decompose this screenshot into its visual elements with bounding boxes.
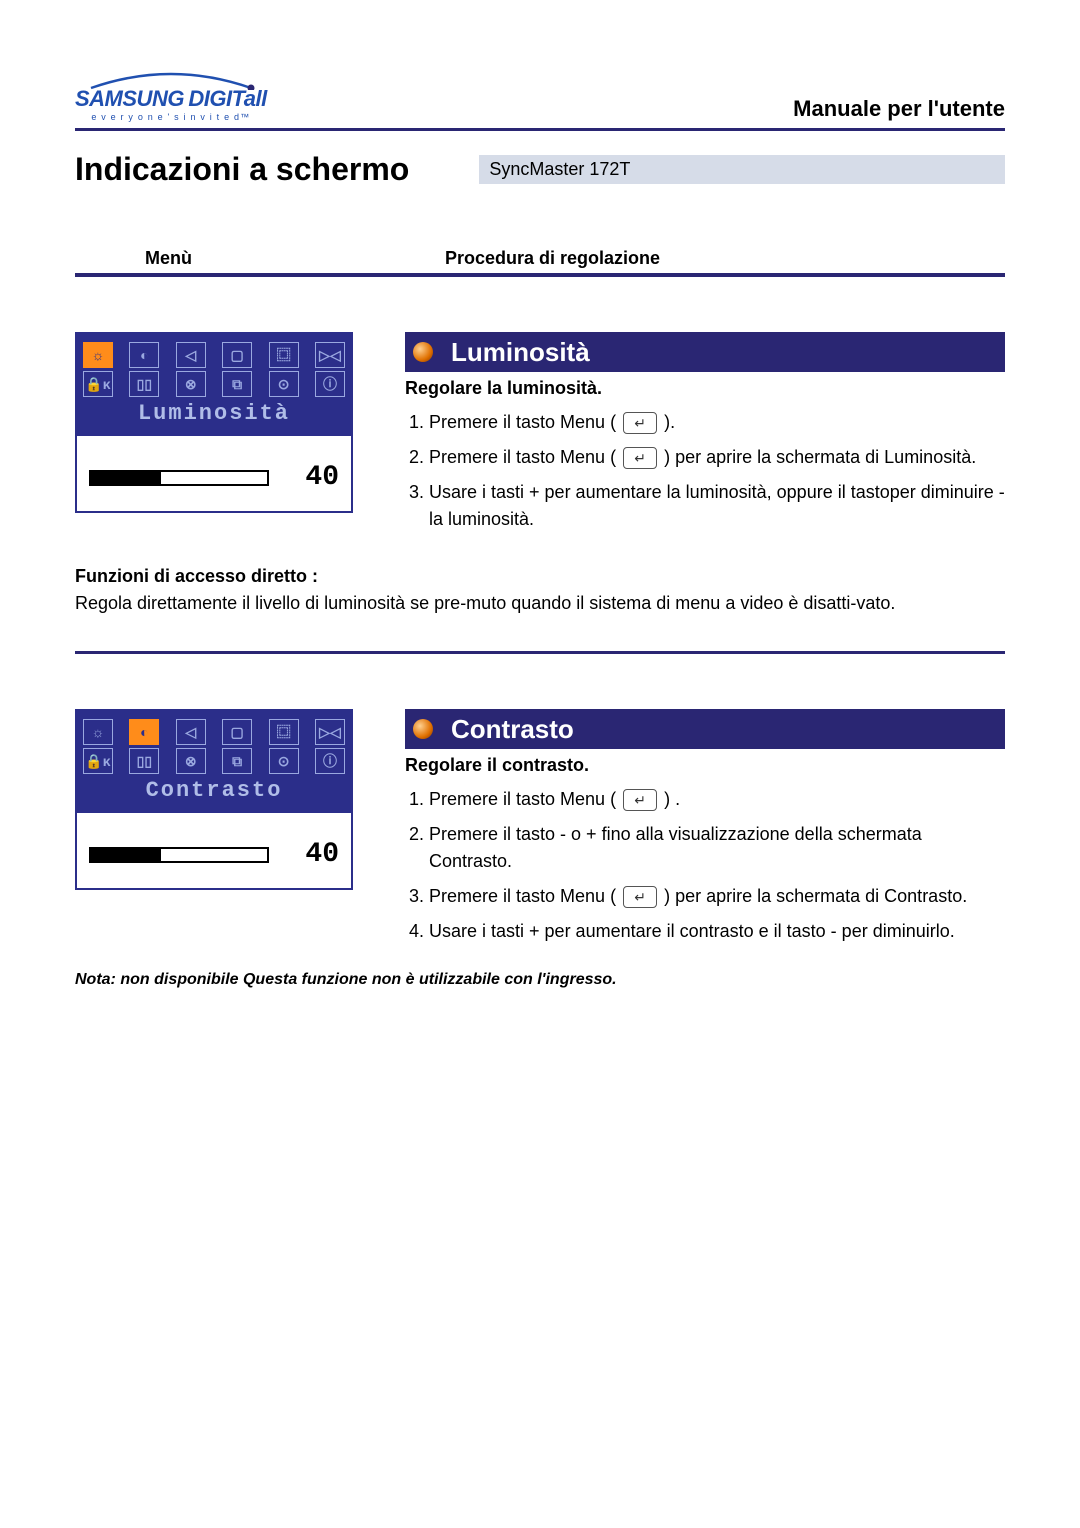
osd-icon: ▷◁ — [315, 342, 345, 368]
osd-icon: ⿴ — [269, 342, 299, 368]
step-item: Usare i tasti + per aumentare la luminos… — [429, 479, 1005, 533]
section-title: Contrasto — [451, 714, 574, 745]
osd-body: 40 — [77, 436, 351, 511]
osd-icon: ⊗ — [176, 371, 206, 397]
content-column: Luminosità Regolare la luminosità. Premere… — [405, 332, 1005, 541]
header-rule — [75, 128, 1005, 131]
slider-fill — [91, 472, 161, 484]
osd-icon: 🔒ᴋ — [83, 371, 113, 397]
slider-fill — [91, 849, 161, 861]
direct-access-text: Regola direttamente il livello di lumino… — [75, 593, 895, 613]
osd-icon: ◐ — [129, 719, 159, 745]
brand-tagline: e v e r y o n e ' s i n v i t e d™ — [91, 112, 250, 122]
osd-label: Luminosità — [83, 401, 345, 426]
osd-icon: ☼ — [83, 719, 113, 745]
section-header: Luminosità — [405, 332, 1005, 372]
slider-value: 40 — [305, 839, 339, 870]
osd-icon: 🔒ᴋ — [83, 748, 113, 774]
osd-icon-row: 🔒ᴋ ▯▯ ⊗ ⧉ ⊙ ⓘ — [83, 371, 345, 397]
osd-column: ☼ ◐ ◁ ▢ ⿴ ▷◁ 🔒ᴋ ▯▯ ⊗ ⧉ ⊙ ⓘ Contrasto 40 — [75, 709, 375, 953]
osd-icon: ⓘ — [315, 748, 345, 774]
section-subtitle: Regolare il contrasto. — [405, 755, 1005, 776]
model-label: SyncMaster 172T — [479, 155, 1005, 184]
slider-value: 40 — [305, 462, 339, 493]
osd-icon: ⓘ — [315, 371, 345, 397]
brand-logo: SAMSUNG DIGITall e v e r y o n e ' s i n… — [75, 70, 267, 122]
steps-list: Premere il tasto Menu ( ↵ ). Premere il t… — [429, 409, 1005, 533]
osd-icon: ⊗ — [176, 748, 206, 774]
direct-access-title: Funzioni di accesso diretto : — [75, 566, 318, 586]
tab-procedure: Procedura di regolazione — [445, 248, 660, 269]
header-row: SAMSUNG DIGITall e v e r y o n e ' s i n… — [75, 70, 1005, 122]
osd-icon: ⧉ — [222, 371, 252, 397]
osd-icon: ▯▯ — [129, 371, 159, 397]
osd-icon: ⿴ — [269, 719, 299, 745]
brand-main: SAMSUNG — [75, 86, 184, 111]
tab-menu: Menù — [145, 248, 445, 269]
step-item: Premere il tasto Menu ( ↵ ) per aprire l… — [429, 883, 1005, 910]
osd-icon: ◁ — [176, 719, 206, 745]
step-item: Usare i tasti + per aumentare il contras… — [429, 918, 1005, 945]
direct-access: Funzioni di accesso diretto : Regola dire… — [75, 563, 1005, 617]
section-note: Nota: non disponibile Questa funzione no… — [75, 971, 1005, 989]
osd-icon: ⊙ — [269, 371, 299, 397]
section-subtitle: Regolare la luminosità. — [405, 378, 1005, 399]
osd-icon: ☼ — [83, 342, 113, 368]
bullet-icon — [413, 719, 433, 739]
osd-top: ☼ ◐ ◁ ▢ ⿴ ▷◁ 🔒ᴋ ▯▯ ⊗ ⧉ ⊙ ⓘ Contrasto — [77, 711, 351, 813]
model-box: SyncMaster 172T — [479, 155, 1005, 184]
section-separator — [75, 651, 1005, 654]
osd-top: ☼ ◐ ◁ ▢ ⿴ ▷◁ 🔒ᴋ ▯▯ ⊗ ⧉ ⊙ ⓘ Luminosità — [77, 334, 351, 436]
osd-panel: ☼ ◐ ◁ ▢ ⿴ ▷◁ 🔒ᴋ ▯▯ ⊗ ⧉ ⊙ ⓘ Luminosità 40 — [75, 332, 353, 513]
osd-icon: ◐ — [129, 342, 159, 368]
osd-icon: ▢ — [222, 342, 252, 368]
section-block: ☼ ◐ ◁ ▢ ⿴ ▷◁ 🔒ᴋ ▯▯ ⊗ ⧉ ⊙ ⓘ Contrasto 40 Contrasto Regol… — [75, 709, 1005, 953]
osd-icon: ▢ — [222, 719, 252, 745]
slider-track — [89, 847, 269, 863]
step-item: Premere il tasto - o + fino alla visuali… — [429, 821, 1005, 875]
page-title: Indicazioni a schermo — [75, 151, 409, 188]
menu-button-icon: ↵ — [623, 789, 657, 811]
osd-icon-row: ☼ ◐ ◁ ▢ ⿴ ▷◁ — [83, 342, 345, 368]
section-header: Contrasto — [405, 709, 1005, 749]
osd-icon: ◁ — [176, 342, 206, 368]
menu-button-icon: ↵ — [623, 447, 657, 469]
steps-list: Premere il tasto Menu ( ↵ ) . Premere il … — [429, 786, 1005, 945]
manual-title: Manuale per l'utente — [793, 96, 1005, 122]
osd-column: ☼ ◐ ◁ ▢ ⿴ ▷◁ 🔒ᴋ ▯▯ ⊗ ⧉ ⊙ ⓘ Luminosità 40 — [75, 332, 375, 541]
osd-icon: ⧉ — [222, 748, 252, 774]
osd-icon-row: 🔒ᴋ ▯▯ ⊗ ⧉ ⊙ ⓘ — [83, 748, 345, 774]
bullet-icon — [413, 342, 433, 362]
menu-button-icon: ↵ — [623, 886, 657, 908]
section-title: Luminosità — [451, 337, 590, 368]
step-item: Premere il tasto Menu ( ↵ ). — [429, 409, 1005, 436]
menu-button-icon: ↵ — [623, 412, 657, 434]
osd-panel: ☼ ◐ ◁ ▢ ⿴ ▷◁ 🔒ᴋ ▯▯ ⊗ ⧉ ⊙ ⓘ Contrasto 40 — [75, 709, 353, 890]
title-row: Indicazioni a schermo SyncMaster 172T — [75, 151, 1005, 188]
osd-icon-row: ☼ ◐ ◁ ▢ ⿴ ▷◁ — [83, 719, 345, 745]
brand-sub: DIGITall — [188, 86, 266, 111]
osd-icon: ⊙ — [269, 748, 299, 774]
osd-icon: ▷◁ — [315, 719, 345, 745]
step-item: Premere il tasto Menu ( ↵ ) . — [429, 786, 1005, 813]
content-column: Contrasto Regolare il contrasto. Premere i… — [405, 709, 1005, 953]
step-item: Premere il tasto Menu ( ↵ ) per aprire l… — [429, 444, 1005, 471]
slider-track — [89, 470, 269, 486]
tabs-row: Menù Procedura di regolazione — [75, 248, 1005, 277]
osd-icon: ▯▯ — [129, 748, 159, 774]
osd-label: Contrasto — [83, 778, 345, 803]
osd-body: 40 — [77, 813, 351, 888]
section-block: ☼ ◐ ◁ ▢ ⿴ ▷◁ 🔒ᴋ ▯▯ ⊗ ⧉ ⊙ ⓘ Luminosità 40 Luminosità Reg… — [75, 332, 1005, 541]
